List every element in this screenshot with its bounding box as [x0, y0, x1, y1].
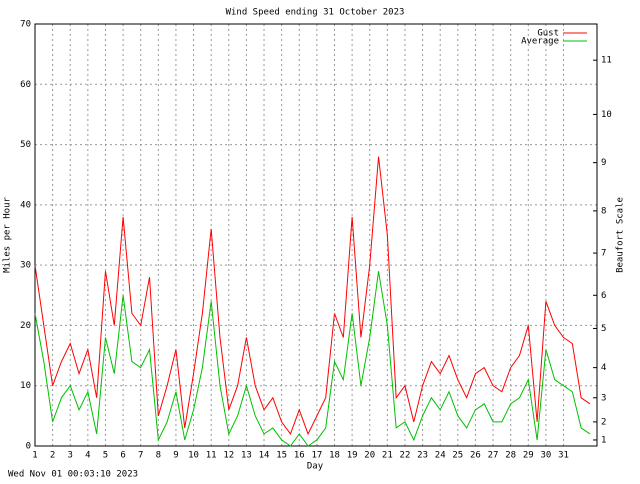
- x-tick-label: 19: [347, 451, 358, 461]
- chart-title: Wind Speed ending 31 October 2023: [226, 8, 405, 18]
- x-tick-label: 10: [188, 451, 199, 461]
- y-tick-label: 30: [20, 261, 31, 271]
- x-tick-label: 2: [50, 451, 55, 461]
- x-tick-label: 7: [138, 451, 143, 461]
- x-tick-label: 9: [173, 451, 178, 461]
- data-line: [34, 271, 591, 447]
- x-tick-label: 3: [68, 451, 73, 461]
- x-tick-label: 5: [103, 451, 108, 461]
- y2-tick-label: 7: [601, 249, 606, 259]
- y-tick-label: 0: [26, 442, 31, 452]
- x-tick-label: 30: [540, 451, 551, 461]
- y2-tick-label: 8: [601, 206, 606, 216]
- x-tick-label: 25: [452, 451, 463, 461]
- x-tick-label: 28: [505, 451, 516, 461]
- x-tick-label: 20: [364, 451, 375, 461]
- y-tick-label: 60: [20, 80, 31, 90]
- x-tick-label: 1: [32, 451, 37, 461]
- data-line: [34, 156, 591, 436]
- y-axis-label: Miles per Hour: [3, 196, 13, 272]
- y-tick-label: 10: [20, 381, 31, 391]
- x-tick-label: 15: [276, 451, 287, 461]
- x-tick-label: 6: [120, 451, 125, 461]
- x-tick-label: 24: [435, 451, 446, 461]
- y2-axis-label: Beaufort Scale: [616, 197, 626, 273]
- x-tick-label: 13: [241, 451, 252, 461]
- y2-tick-label: 6: [601, 291, 606, 301]
- plot-frame: [34, 23, 598, 447]
- y-tick-label: 40: [20, 200, 31, 210]
- x-tick-label: 27: [488, 451, 499, 461]
- x-tick-label: 8: [156, 451, 161, 461]
- y2-tick-label: 11: [601, 56, 612, 66]
- legend-label: Gust: [537, 29, 559, 39]
- x-tick-label: 17: [311, 451, 322, 461]
- x-axis-label: Day: [307, 462, 324, 472]
- x-tick-label: 29: [523, 451, 534, 461]
- x-tick-label: 21: [382, 451, 393, 461]
- x-tick-label: 16: [294, 451, 305, 461]
- x-tick-label: 11: [206, 451, 217, 461]
- x-tick-label: 22: [400, 451, 411, 461]
- y-tick-label: 50: [20, 140, 31, 150]
- y2-tick-label: 10: [601, 110, 612, 120]
- y2-tick-label: 1: [601, 435, 606, 445]
- y-tick-label: 70: [20, 20, 31, 30]
- y2-tick-label: 9: [601, 158, 606, 168]
- y2-tick-label: 2: [601, 417, 606, 427]
- x-tick-label: 31: [558, 451, 569, 461]
- y-tick-label: 20: [20, 321, 31, 331]
- legend-label: Average: [521, 37, 559, 47]
- y2-tick-label: 4: [601, 363, 606, 373]
- timestamp: Wed Nov 01 00:03:10 2023: [8, 470, 138, 480]
- x-tick-label: 12: [223, 451, 234, 461]
- y2-tick-label: 3: [601, 393, 606, 403]
- y2-tick-label: 5: [601, 324, 606, 334]
- x-tick-label: 26: [470, 451, 481, 461]
- x-tick-label: 23: [417, 451, 428, 461]
- x-tick-label: 4: [85, 451, 90, 461]
- x-tick-label: 18: [329, 451, 340, 461]
- x-tick-label: 14: [259, 451, 270, 461]
